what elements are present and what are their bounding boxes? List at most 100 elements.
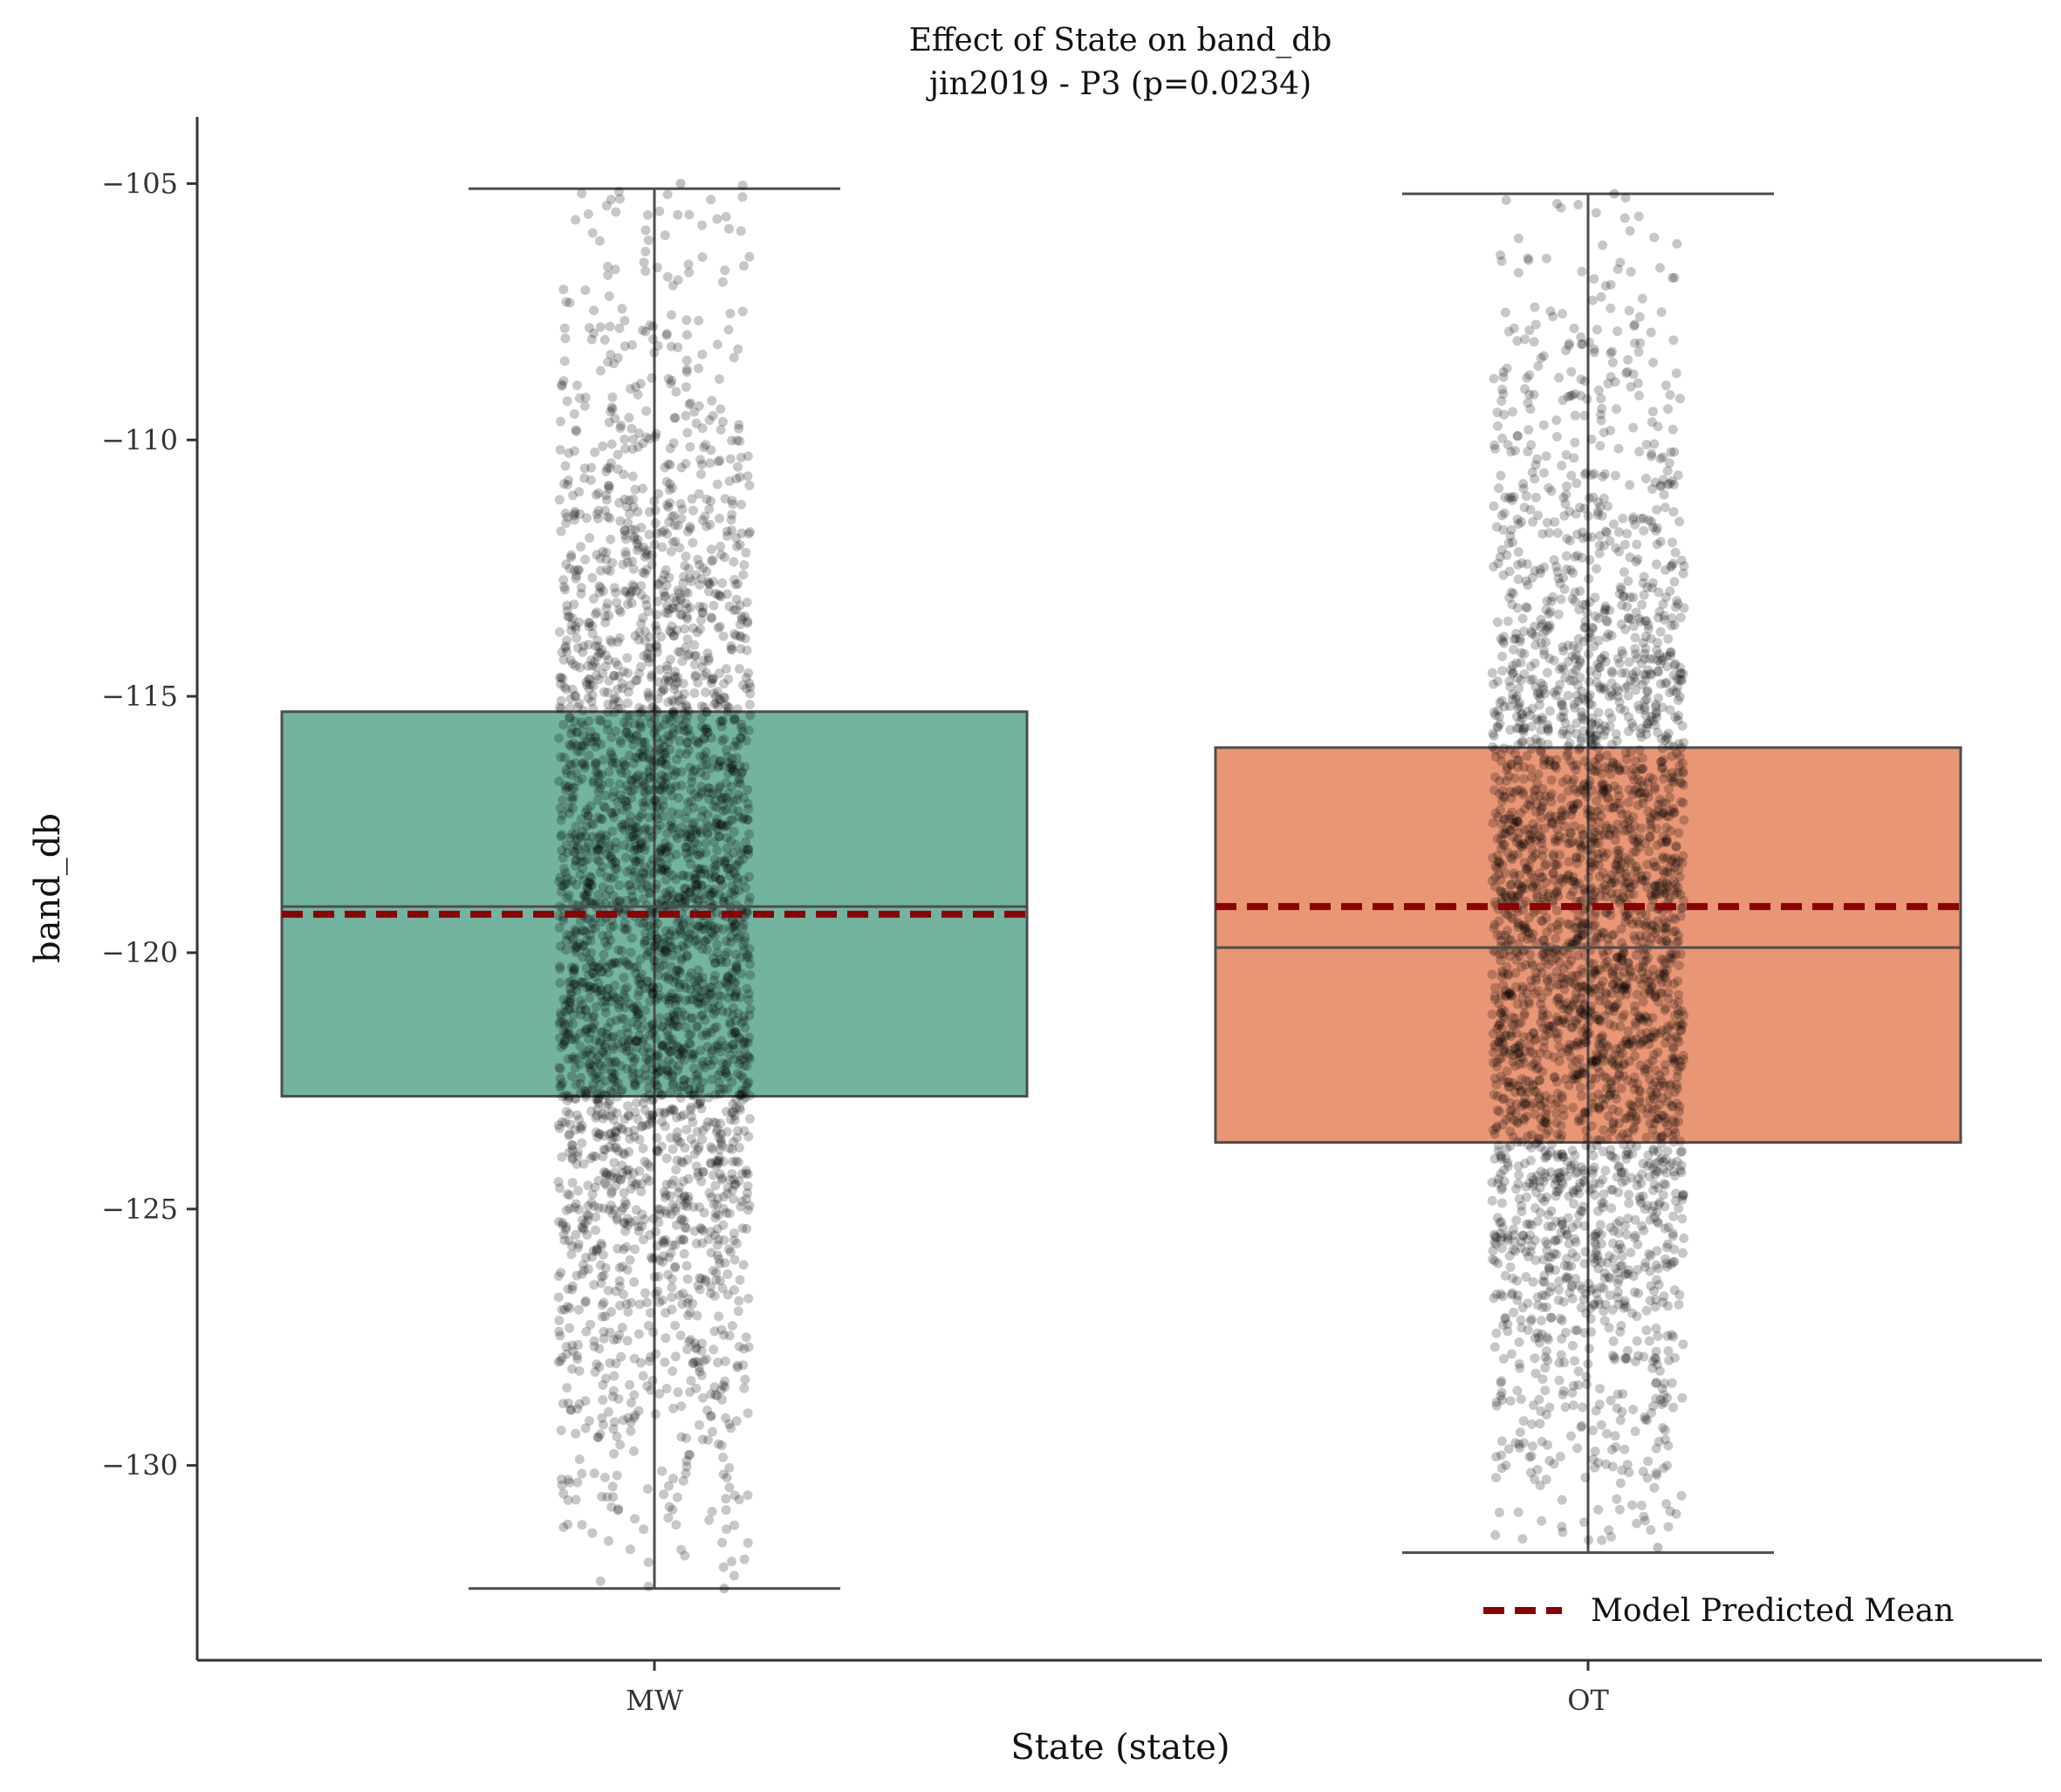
data-point — [683, 259, 694, 270]
data-point — [663, 1481, 674, 1491]
data-point — [606, 195, 616, 205]
data-point — [627, 933, 637, 943]
data-point — [673, 209, 683, 220]
data-point — [668, 728, 678, 739]
data-point — [613, 1243, 623, 1254]
data-point — [577, 1120, 587, 1131]
data-point — [669, 770, 680, 781]
data-point — [661, 946, 671, 956]
data-point — [693, 1145, 703, 1155]
data-point — [688, 766, 699, 776]
data-point — [652, 646, 662, 657]
data-point — [729, 715, 739, 725]
data-point — [643, 606, 654, 617]
data-point — [606, 1032, 617, 1043]
data-point — [1498, 1354, 1509, 1364]
data-point — [1524, 1452, 1535, 1462]
data-point — [599, 687, 609, 697]
data-point — [728, 1098, 738, 1109]
data-point — [1634, 390, 1644, 400]
data-point — [665, 654, 675, 665]
data-point — [695, 992, 706, 1002]
data-point — [565, 832, 575, 843]
data-point — [662, 500, 673, 510]
data-point — [595, 1576, 606, 1586]
data-point — [681, 1125, 692, 1135]
data-point — [1642, 686, 1653, 696]
data-point — [731, 1016, 742, 1026]
data-point — [728, 1010, 738, 1021]
data-point — [736, 528, 747, 538]
data-point — [656, 1040, 667, 1050]
data-point — [559, 752, 570, 763]
data-point — [609, 872, 620, 882]
data-point — [703, 822, 713, 832]
data-point — [739, 945, 750, 955]
data-point — [695, 1284, 705, 1295]
data-point — [565, 781, 574, 791]
data-point — [1487, 667, 1497, 678]
data-point — [567, 1364, 577, 1374]
data-point — [666, 816, 676, 826]
data-point — [557, 647, 567, 658]
data-point — [1632, 1518, 1642, 1529]
data-point — [1578, 339, 1588, 349]
data-point — [663, 1513, 674, 1523]
data-point — [574, 617, 585, 627]
data-point — [647, 1252, 656, 1262]
data-point — [1543, 1221, 1553, 1232]
data-point — [709, 600, 719, 611]
data-point — [573, 702, 583, 712]
data-point — [640, 246, 651, 256]
data-point — [585, 1059, 595, 1070]
data-point — [730, 991, 740, 1002]
data-point — [639, 1098, 648, 1108]
data-point — [565, 612, 574, 622]
data-point — [659, 685, 669, 695]
data-point — [1489, 373, 1499, 384]
data-point — [606, 1085, 616, 1096]
data-point — [667, 341, 676, 352]
data-point — [597, 917, 607, 927]
data-point — [585, 1319, 595, 1330]
data-point — [674, 793, 684, 803]
data-point — [554, 702, 565, 713]
data-point — [561, 840, 572, 851]
data-point — [628, 434, 639, 444]
data-point — [583, 693, 593, 703]
data-point — [555, 804, 565, 813]
data-point — [695, 469, 706, 480]
data-point — [1604, 1251, 1614, 1262]
data-point — [594, 715, 605, 725]
data-point — [668, 765, 678, 776]
data-point — [1652, 1470, 1662, 1481]
data-point — [557, 845, 567, 856]
data-point — [729, 1028, 739, 1038]
data-point — [667, 1282, 677, 1293]
data-point — [672, 1492, 682, 1502]
data-point — [607, 1208, 618, 1219]
data-point — [664, 485, 674, 495]
data-point — [609, 1448, 619, 1459]
data-point — [729, 1570, 739, 1581]
data-point — [619, 972, 629, 982]
data-point — [598, 1048, 608, 1057]
data-point — [1623, 1026, 1633, 1036]
data-point — [589, 1336, 599, 1346]
data-point — [592, 832, 603, 843]
data-point — [706, 195, 716, 205]
data-point — [636, 661, 646, 672]
data-point — [595, 583, 606, 593]
data-point — [706, 890, 716, 900]
data-point — [726, 836, 736, 846]
data-point — [661, 330, 672, 340]
data-point — [628, 1168, 639, 1179]
data-point — [727, 880, 737, 891]
data-point — [1503, 326, 1514, 337]
data-point — [627, 793, 636, 804]
data-point — [1493, 421, 1503, 431]
data-point — [675, 1044, 686, 1055]
data-point — [1626, 267, 1636, 277]
data-point — [613, 1002, 624, 1013]
data-point — [663, 1269, 674, 1280]
